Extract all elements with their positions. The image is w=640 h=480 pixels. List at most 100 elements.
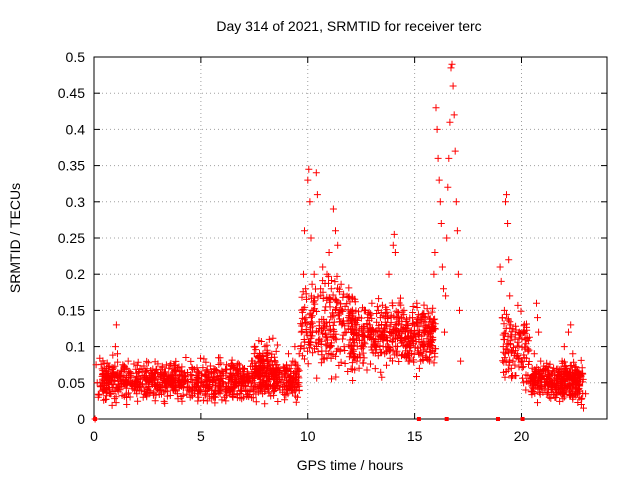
- data-point: [248, 372, 256, 380]
- data-point: [349, 335, 357, 343]
- data-point: [194, 367, 202, 375]
- data-point: [506, 318, 514, 326]
- data-point: [322, 318, 330, 326]
- data-point: [131, 386, 139, 394]
- data-point: [378, 373, 386, 381]
- data-point: [179, 391, 187, 399]
- data-point: [141, 375, 149, 383]
- data-point: [367, 310, 375, 318]
- data-point: [503, 191, 510, 199]
- data-point: [532, 367, 539, 375]
- data-point: [514, 354, 522, 362]
- data-point: [231, 382, 239, 390]
- data-point: [294, 393, 301, 401]
- data-point: [517, 307, 525, 315]
- data-point: [355, 364, 363, 372]
- data-point: [369, 334, 377, 342]
- data-point: [334, 284, 341, 292]
- data-point: [109, 368, 117, 376]
- data-point: [184, 369, 192, 377]
- data-point: [257, 357, 265, 365]
- data-point: [344, 368, 352, 375]
- data-point: [316, 335, 324, 343]
- data-point: [242, 382, 250, 390]
- data-point: [395, 358, 403, 365]
- data-point: [533, 363, 541, 371]
- data-point: [353, 357, 361, 365]
- data-point: [400, 323, 408, 331]
- data-point: [332, 305, 339, 313]
- data-point: [518, 357, 525, 365]
- data-point: [339, 307, 347, 315]
- data-point: [150, 370, 158, 378]
- data-point: [432, 345, 440, 353]
- data-point: [309, 349, 317, 357]
- data-point: [523, 334, 531, 342]
- data-point: [409, 319, 417, 327]
- data-point: [515, 328, 523, 336]
- data-point: [194, 397, 202, 405]
- data-point: [139, 393, 147, 401]
- data-point: [252, 364, 260, 372]
- data-point: [509, 347, 517, 355]
- data-point: [573, 389, 581, 397]
- data-point: [202, 358, 210, 366]
- data-point: [451, 147, 459, 155]
- data-point: [105, 379, 113, 387]
- data-point: [213, 367, 221, 374]
- data-point: [304, 176, 312, 184]
- y-tick-label: 0: [77, 411, 85, 427]
- data-point: [361, 323, 369, 331]
- data-point: [274, 379, 282, 387]
- data-point: [107, 390, 115, 398]
- data-point: [457, 357, 465, 365]
- data-point: [210, 392, 218, 400]
- data-point: [211, 399, 219, 407]
- data-point: [221, 385, 229, 393]
- data-point: [504, 220, 512, 227]
- data-point: [575, 393, 583, 401]
- data-point: [400, 306, 408, 314]
- data-point: [420, 346, 428, 354]
- data-point: [361, 332, 369, 340]
- data-point: [508, 372, 515, 380]
- data-point: [525, 360, 532, 368]
- data-point: [500, 320, 508, 328]
- data-point: [572, 378, 580, 386]
- data-point: [440, 285, 447, 293]
- data-point: [395, 299, 403, 307]
- data-point: [496, 263, 504, 271]
- data-point: [441, 328, 448, 336]
- data-point: [537, 357, 545, 365]
- data-point: [293, 364, 301, 372]
- data-point: [331, 278, 339, 286]
- data-point: [511, 361, 519, 369]
- data-point: [195, 393, 203, 401]
- data-point: [96, 382, 104, 390]
- data-point: [150, 390, 158, 398]
- data-point: [285, 350, 292, 358]
- data-point: [328, 339, 335, 347]
- data-point: [556, 397, 564, 405]
- y-tick-label: 0.25: [58, 230, 85, 246]
- data-point: [503, 310, 510, 318]
- data-point: [314, 328, 322, 336]
- data-point: [430, 270, 438, 278]
- data-point: [216, 390, 224, 398]
- data-point: [261, 400, 269, 408]
- data-point: [334, 241, 342, 249]
- data-point: [443, 234, 451, 242]
- data-point: [498, 314, 506, 322]
- data-point: [409, 303, 417, 310]
- data-markers: [91, 60, 590, 423]
- data-point: [403, 342, 411, 350]
- data-point: [503, 340, 511, 348]
- data-point: [332, 227, 339, 235]
- data-point: [246, 386, 254, 394]
- data-point: [423, 343, 431, 351]
- data-point: [140, 362, 148, 370]
- data-point: [446, 118, 454, 126]
- data-point: [307, 294, 315, 302]
- data-point: [172, 357, 180, 365]
- data-point: [402, 347, 410, 355]
